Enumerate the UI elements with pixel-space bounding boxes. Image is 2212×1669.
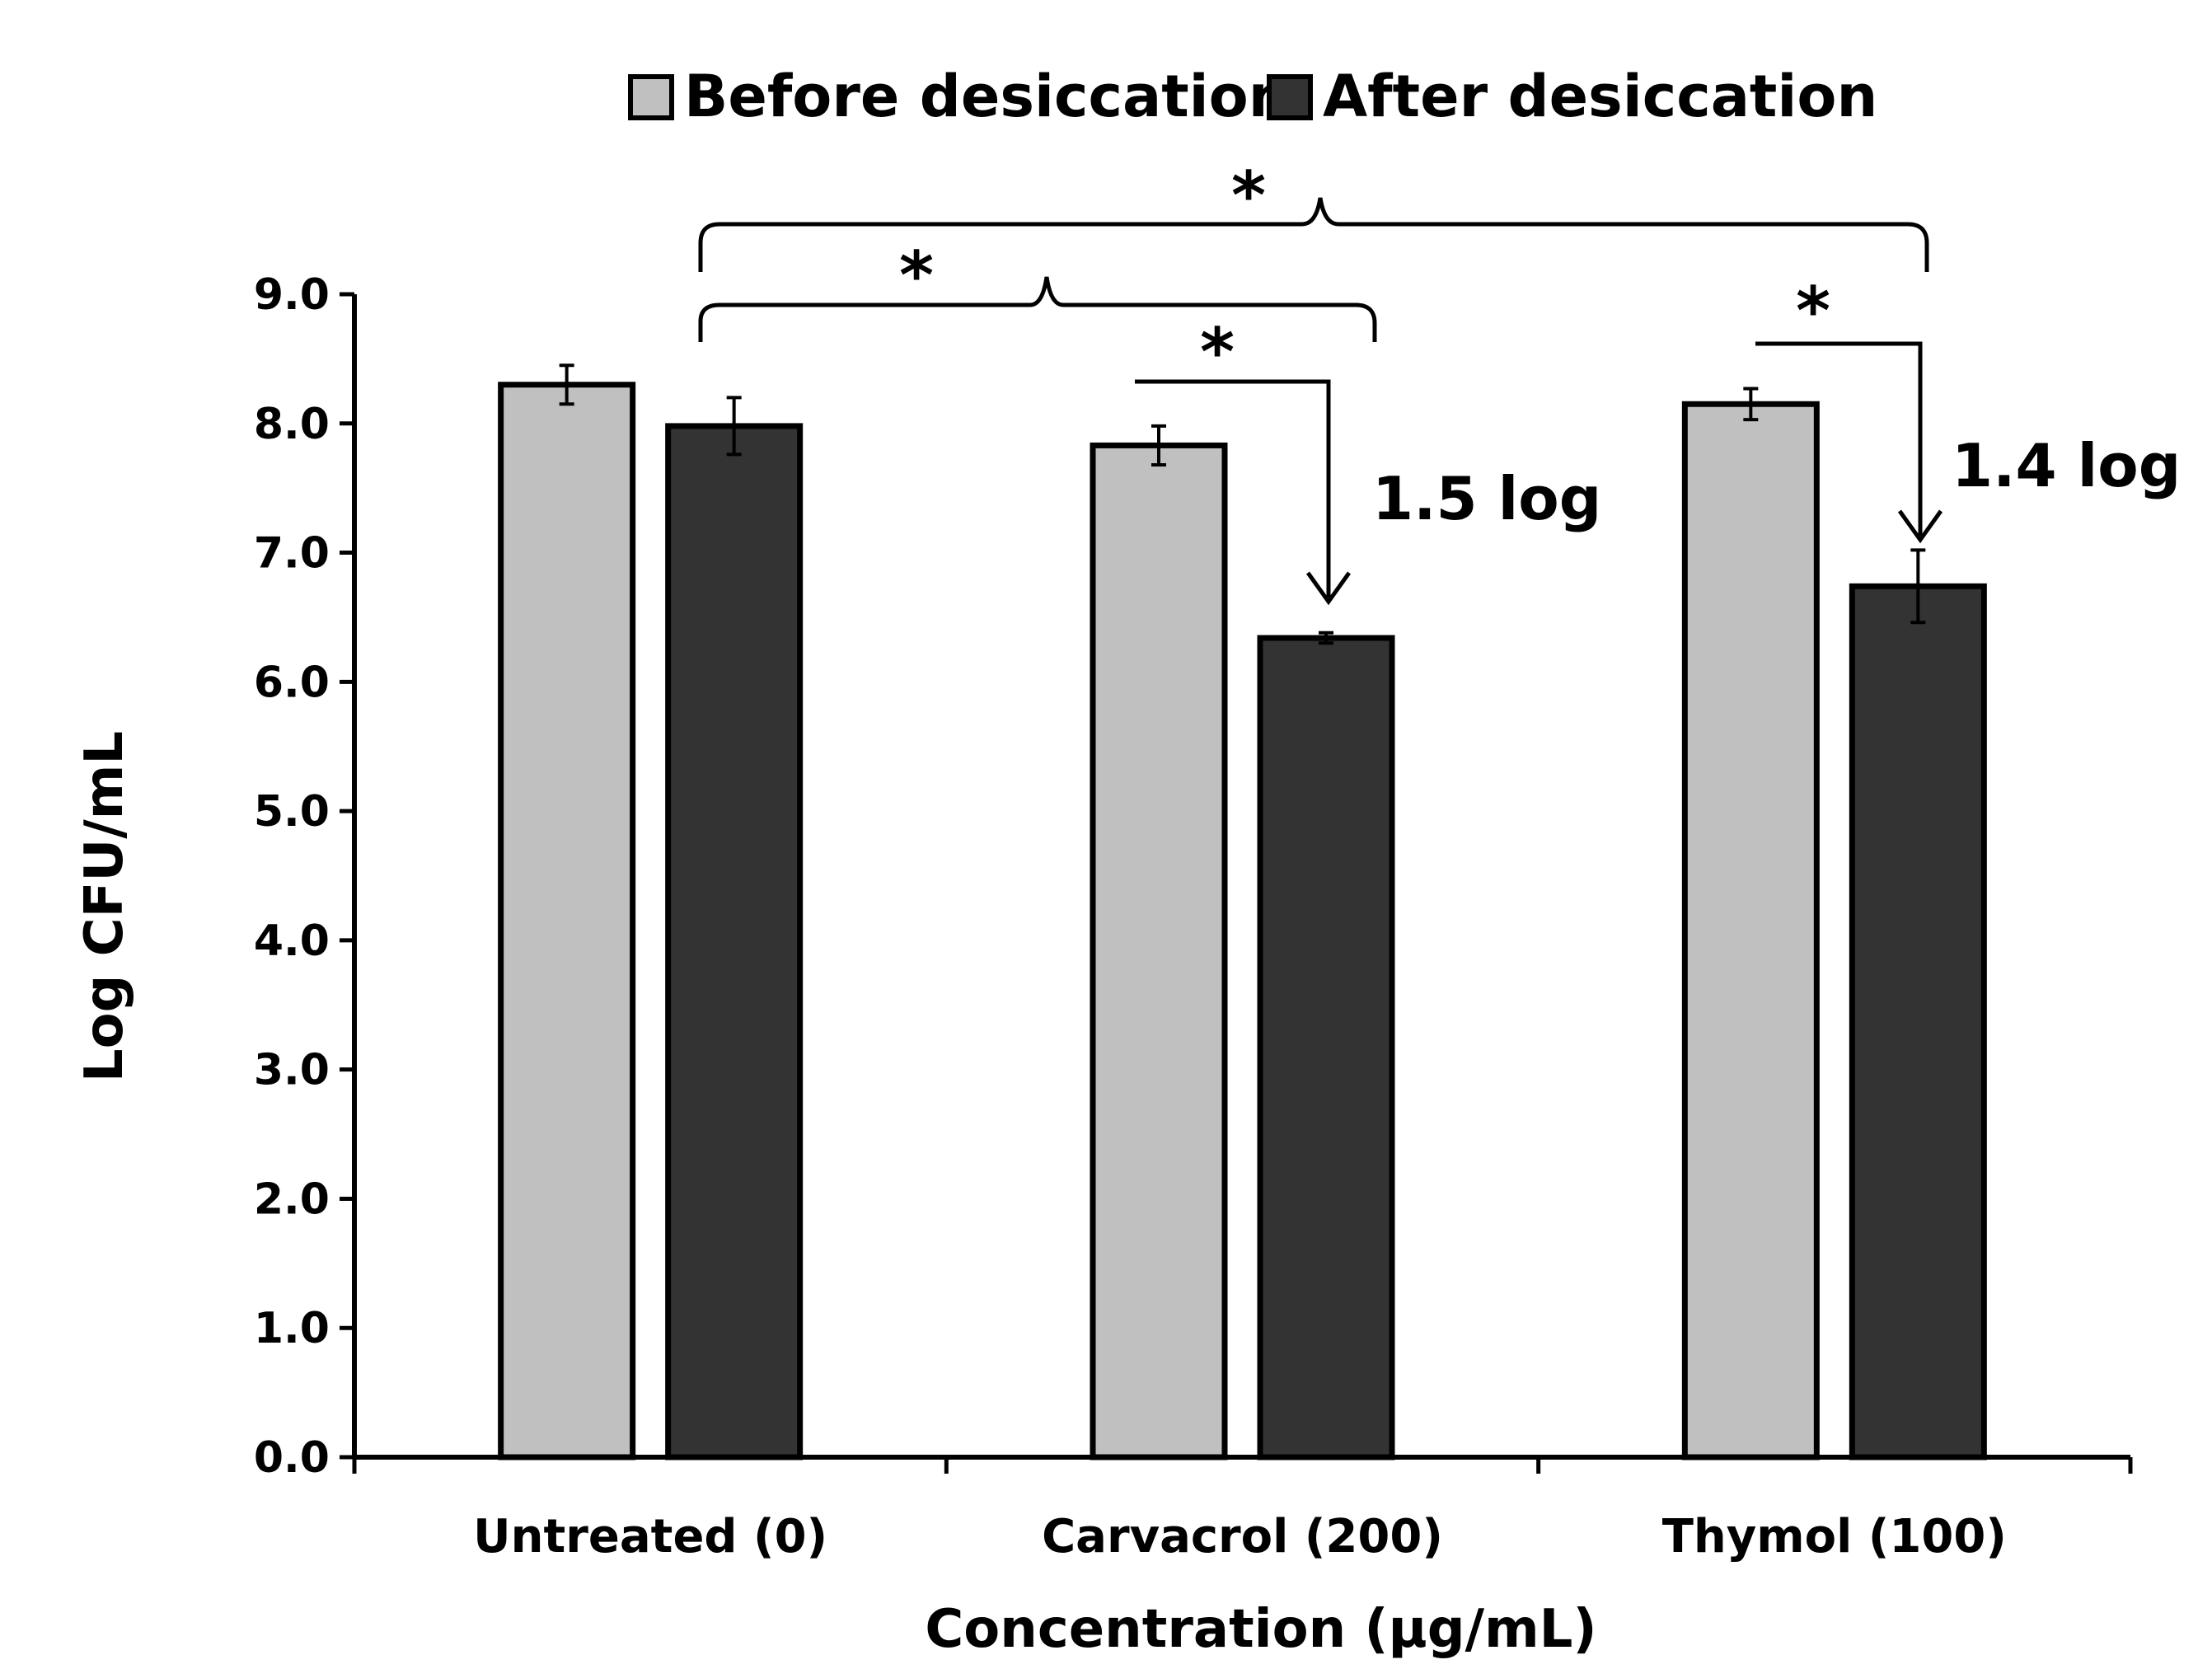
y-tick-label: 8.0 bbox=[254, 400, 330, 449]
legend-label-after: After desiccation bbox=[1323, 63, 1877, 130]
star-untreated-carvacrol: * bbox=[899, 237, 934, 314]
y-tick-label: 9.0 bbox=[254, 270, 330, 320]
bar-after bbox=[1849, 583, 1987, 1460]
star-thymol: * bbox=[1796, 273, 1830, 349]
y-tick-label: 3.0 bbox=[254, 1046, 330, 1095]
bar-before bbox=[1681, 401, 1820, 1460]
reduction-label-thymol: 1.4 log bbox=[1952, 431, 2181, 500]
bar-before bbox=[498, 382, 636, 1460]
arrowhead-carvacrol bbox=[1305, 571, 1352, 606]
arrow-thymol bbox=[1755, 341, 1923, 536]
star-untreated-thymol: * bbox=[1231, 157, 1266, 234]
arrow-carvacrol bbox=[1135, 379, 1331, 598]
reduction-label-carvacrol: 1.5 log bbox=[1372, 464, 1601, 533]
x-axis-title: Concentration (µg/mL) bbox=[925, 1599, 1596, 1660]
x-category-label: Thymol (100) bbox=[1662, 1510, 2007, 1564]
plot-area: 0.0 1.0 2.0 3.0 4.0 5.0 6.0 7.0 8.0 9.0 Untreated … bbox=[254, 270, 2133, 1564]
legend-swatch-after bbox=[1267, 74, 1313, 120]
x-category-label: Untreated (0) bbox=[473, 1510, 827, 1564]
y-tick-label: 6.0 bbox=[254, 658, 330, 707]
y-axis-title: Log CFU/mL bbox=[74, 731, 135, 1082]
brace-untreated-carvacrol bbox=[698, 276, 1377, 342]
significance-annotations bbox=[698, 197, 1943, 606]
y-tick-label: 1.0 bbox=[254, 1304, 330, 1353]
y-tick-label: 7.0 bbox=[254, 529, 330, 579]
star-carvacrol: * bbox=[1200, 314, 1235, 391]
y-tick-label: 2.0 bbox=[254, 1174, 330, 1224]
y-tick-label: 0.0 bbox=[254, 1433, 330, 1483]
brace-untreated-thymol bbox=[698, 197, 1929, 272]
legend-label-before: Before desiccation bbox=[684, 63, 1290, 130]
arrowhead-thymol bbox=[1897, 509, 1943, 544]
y-tick-label: 4.0 bbox=[254, 917, 330, 966]
y-tick-label: 5.0 bbox=[254, 787, 330, 837]
bar-after bbox=[1257, 635, 1395, 1460]
x-category-label: Carvacrol (200) bbox=[1042, 1510, 1443, 1564]
bar-before bbox=[1090, 442, 1228, 1460]
annotation-labels: * * * * 1.5 log 1.4 log bbox=[899, 157, 2181, 533]
legend-swatch-before bbox=[628, 74, 674, 120]
legend: Before desiccation After desiccation bbox=[628, 63, 1877, 130]
bar-after bbox=[665, 423, 804, 1460]
